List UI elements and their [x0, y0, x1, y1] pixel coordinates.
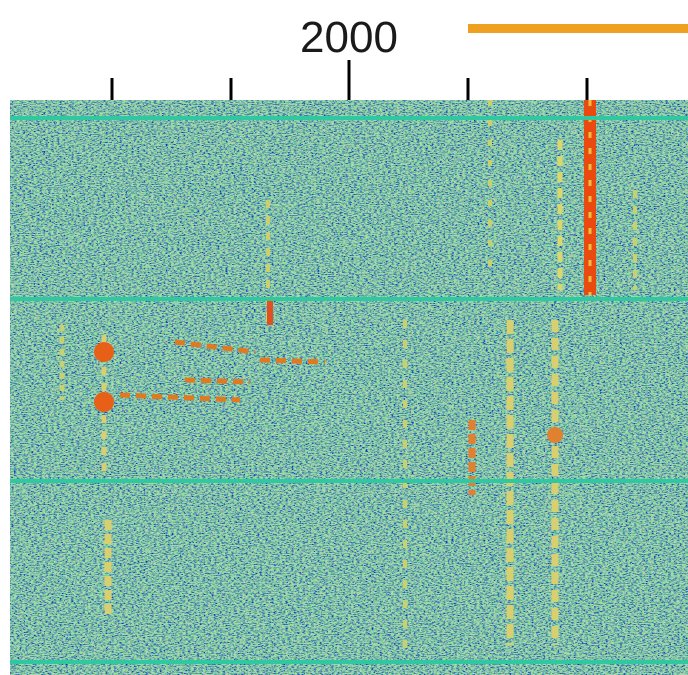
frequency-scale: 2000 [112, 13, 688, 101]
scale-ticks [112, 60, 587, 101]
scale-label: 2000 [300, 13, 398, 62]
signal-blob [94, 392, 114, 412]
signal-blob [94, 342, 114, 362]
waterfall [10, 100, 688, 675]
waterfall-window: 2000 [0, 0, 688, 675]
signal-blob [547, 427, 563, 443]
bandwidth-bar [468, 24, 688, 33]
page: 2000 [0, 0, 688, 675]
